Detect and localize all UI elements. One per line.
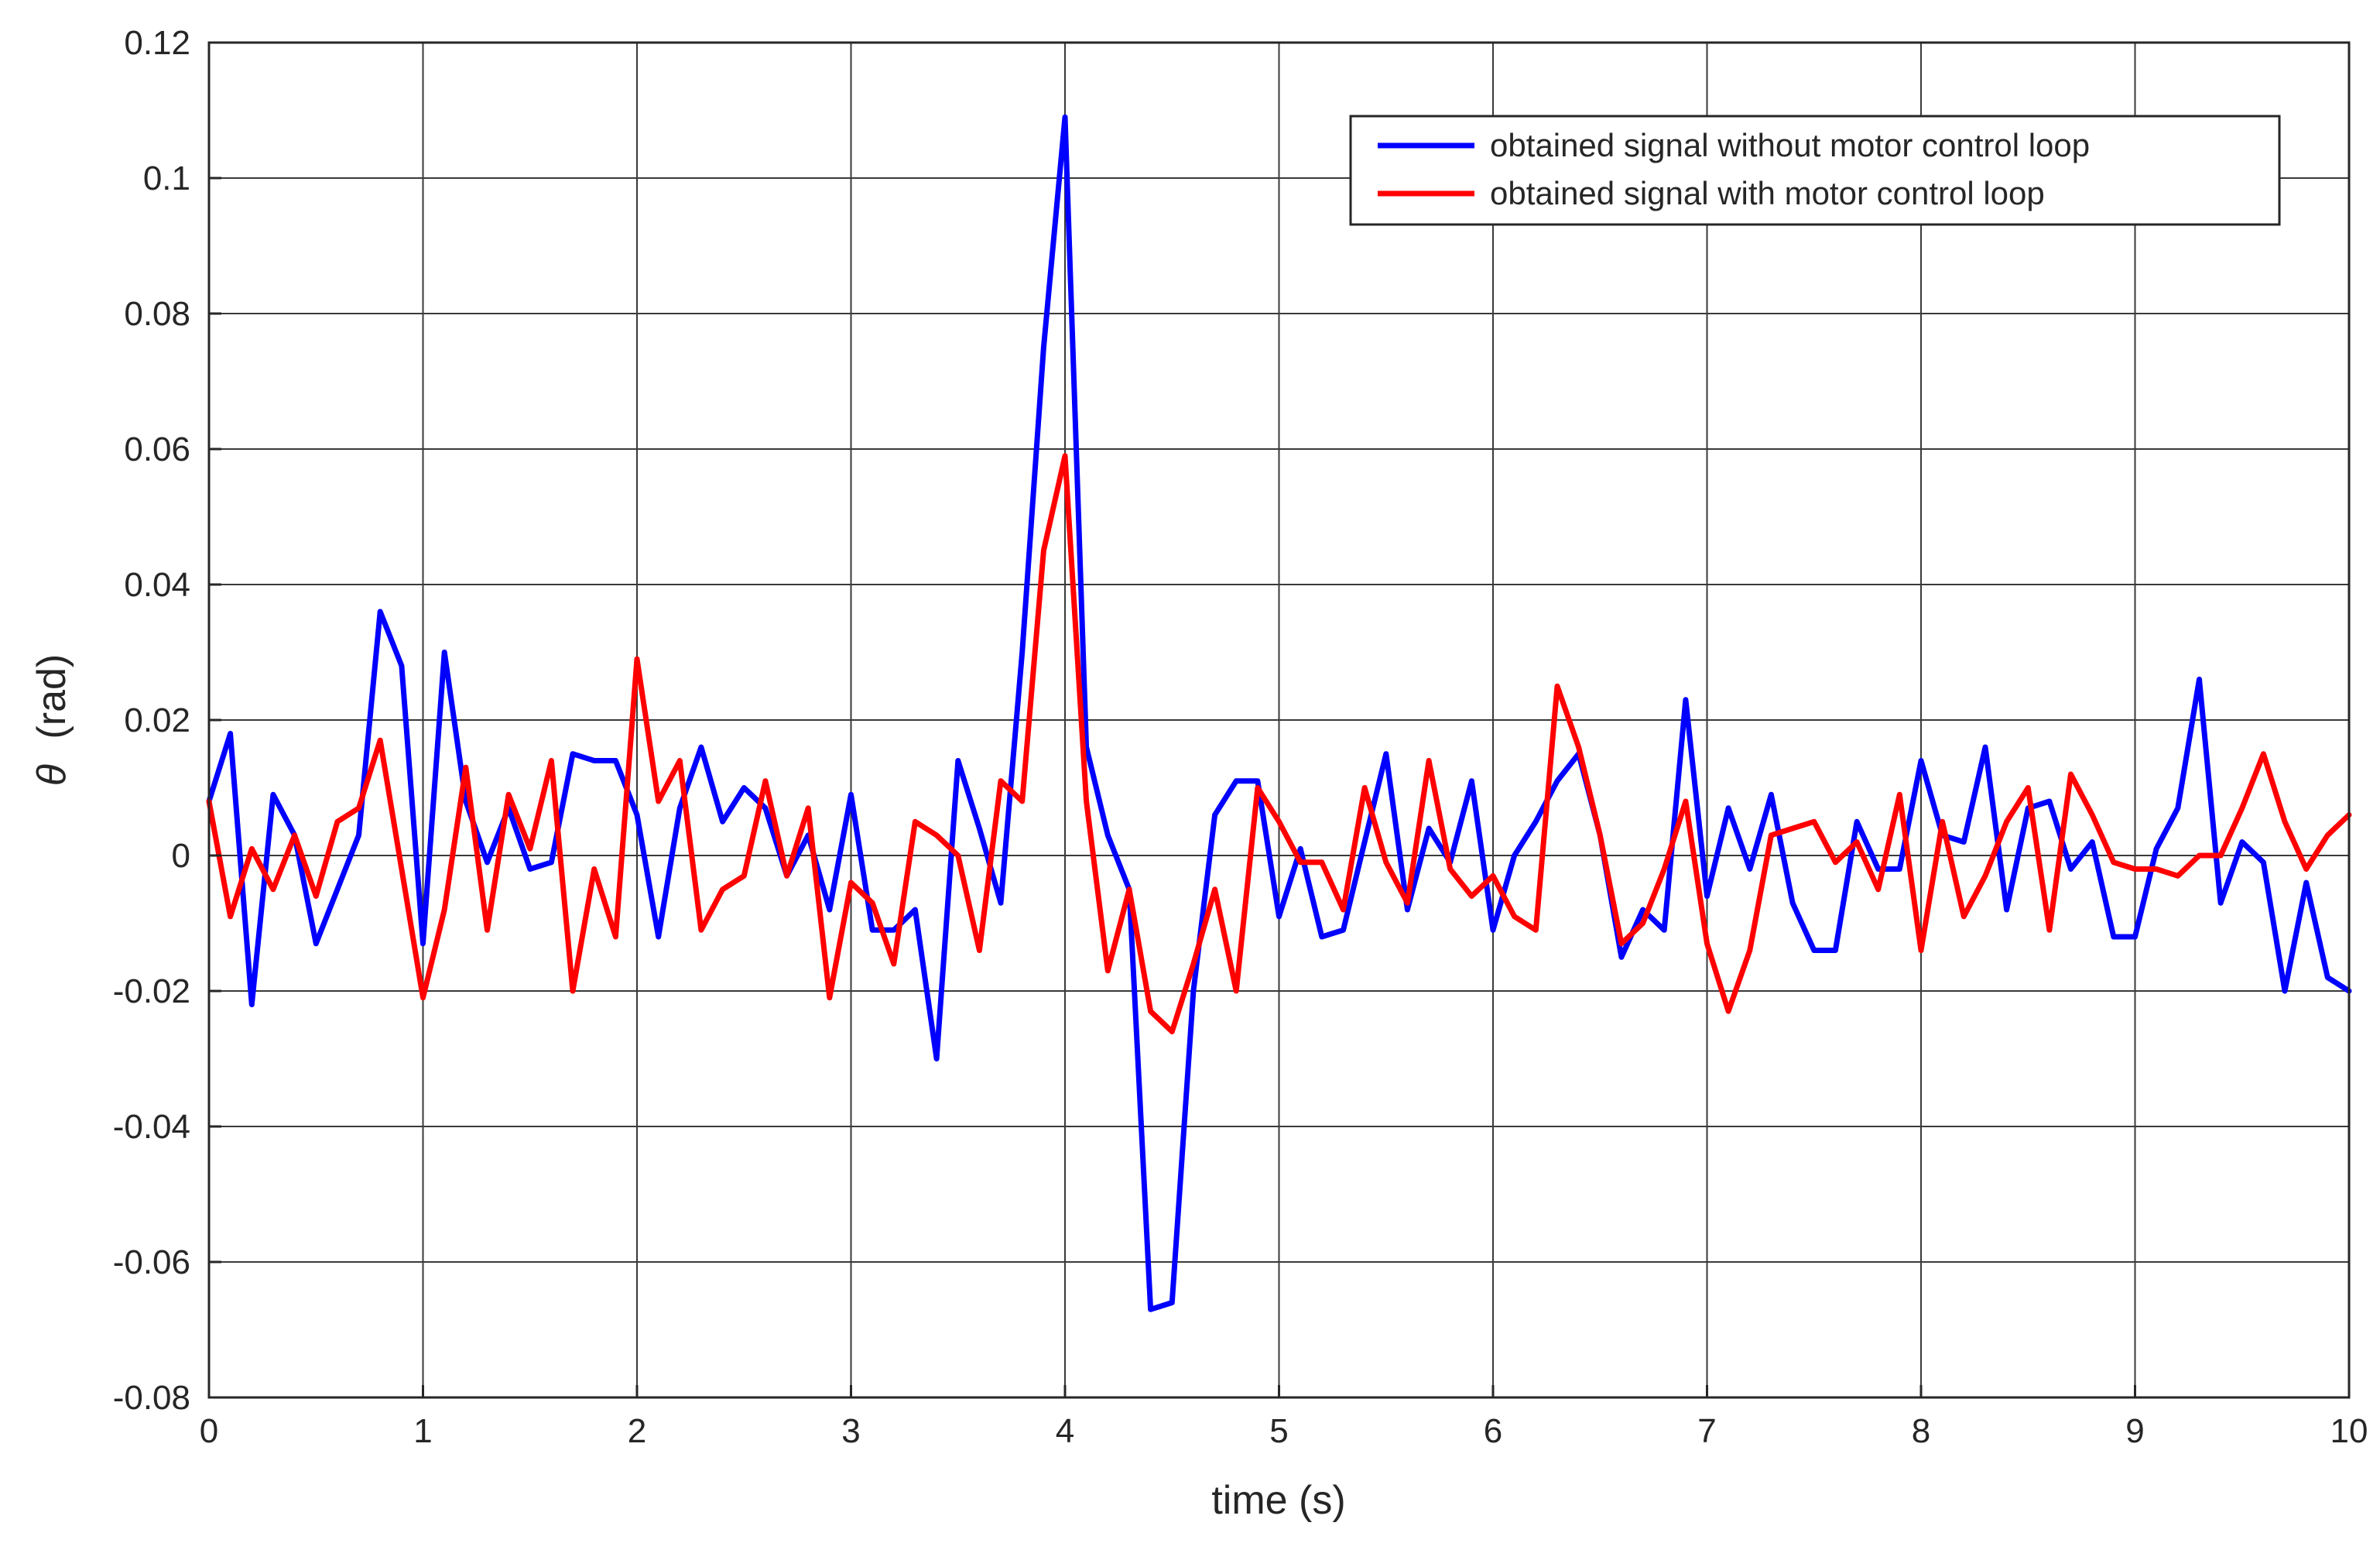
x-tick-label: 10 [2330,1412,2368,1450]
y-axis-ticks: -0.08 -0.06 -0.04 -0.02 0 0.02 0.04 0.06 0.08 0.1… [113,24,221,1417]
series-line-0 [206,114,2352,1312]
legend: obtained signal without motor control lo… [1349,115,2281,226]
y-tick-label: 0.08 [124,295,190,333]
legend-box [1349,115,2281,226]
y-tick-label: -0.04 [113,1108,190,1146]
y-tick-label: 0.12 [124,24,190,62]
legend-label-series-0: obtained signal without motor control lo… [1490,127,2090,163]
series-lines [206,114,2352,1312]
x-tick-label: 0 [200,1412,218,1450]
series-line-1 [206,453,2352,1034]
y-tick-label: 0.04 [124,566,190,604]
svg-text:θ (rad): θ (rad) [29,654,74,786]
x-axis-label: time (s) [1211,1478,1345,1523]
y-tick-label: 0.06 [124,430,190,468]
x-tick-label: 6 [1484,1412,1502,1450]
x-tick-label: 2 [628,1412,646,1450]
x-tick-label: 8 [1912,1412,1930,1450]
y-tick-label: 0 [172,837,190,875]
legend-label-series-1: obtained signal with motor control loop [1490,175,2045,211]
y-axis-label-unit: (rad) [29,654,74,739]
x-tick-label: 7 [1697,1412,1716,1450]
x-tick-label: 3 [841,1412,860,1450]
y-tick-label: -0.02 [113,972,190,1010]
x-tick-label: 5 [1269,1412,1288,1450]
x-tick-label: 4 [1056,1412,1074,1450]
x-axis-ticks: 0 1 2 3 4 5 6 7 8 9 10 [200,1385,2368,1450]
y-axis-label: θ (rad) [29,654,74,786]
y-axis-label-symbol: θ [29,764,74,786]
y-tick-label: -0.06 [113,1243,190,1281]
y-tick-label: 0.1 [143,159,190,197]
y-tick-label: 0.02 [124,701,190,739]
x-tick-label: 1 [413,1412,432,1450]
x-tick-label: 9 [2125,1412,2144,1450]
y-tick-label: -0.08 [113,1379,190,1417]
